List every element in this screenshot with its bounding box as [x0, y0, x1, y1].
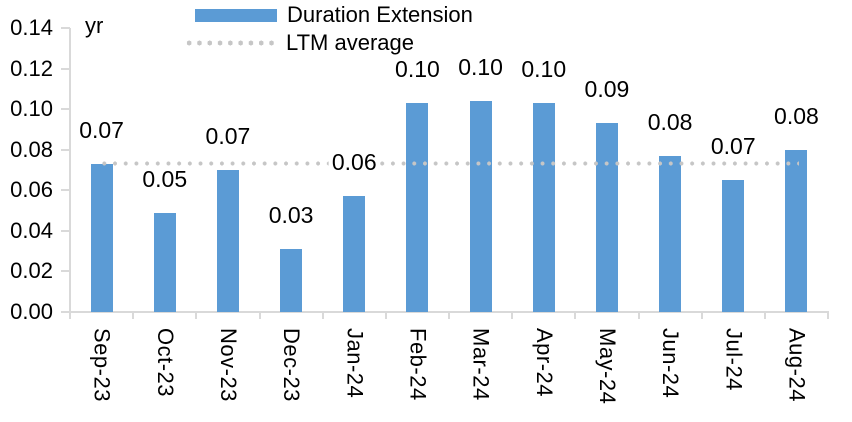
x-axis-tick-mark: [827, 312, 829, 319]
x-axis-label-mar-24: Mar-24: [468, 328, 494, 401]
bar-data-label: 0.08: [771, 104, 822, 128]
x-axis-label-aug-24: Aug-24: [784, 328, 810, 402]
bar-data-label: 0.07: [707, 135, 759, 159]
x-axis-label-jun-24: Jun-24: [658, 328, 684, 399]
bar-data-label: 0.07: [202, 125, 254, 148]
x-axis-label-sep-23: Sep-23: [89, 328, 115, 402]
y-axis-tick-mark: [61, 229, 70, 232]
y-axis-tick-label: 0.04: [10, 217, 53, 243]
x-axis-label-jul-24: Jul-24: [721, 328, 747, 391]
x-axis-tick-mark: [448, 312, 450, 319]
bar-data-label: 0.03: [265, 204, 317, 228]
y-axis-tick-label: 0.06: [10, 177, 53, 203]
bar-data-label: 0.08: [644, 110, 696, 134]
x-axis-tick-mark: [321, 312, 324, 319]
x-axis-tick-mark: [574, 312, 577, 319]
y-axis-tick-label: 0.02: [10, 258, 53, 284]
y-axis-tick-mark: [61, 27, 70, 29]
y-axis-tick-mark: [61, 270, 70, 273]
bar-data-label: 0.10: [518, 58, 570, 82]
bar-dec-23: [280, 249, 303, 312]
y-axis-line: [69, 28, 71, 313]
x-axis-label-jan-24: Jan-24: [342, 328, 368, 399]
bar-data-label: 0.10: [392, 58, 443, 82]
ltm-average-line: [98, 161, 800, 167]
legend-bar-swatch-icon: [195, 8, 277, 22]
bar-jan-24: [343, 196, 366, 312]
x-axis-label-dec-23: Dec-23: [279, 328, 305, 402]
bar-data-label: 0.06: [328, 151, 380, 175]
bar-data-label: 0.07: [76, 118, 127, 142]
bar-mar-24: [469, 101, 492, 312]
legend-label-duration-extension: Duration Extension: [287, 2, 473, 27]
y-axis-tick-mark: [61, 311, 70, 313]
y-axis-tick-label: 0.14: [10, 15, 53, 40]
bar-data-label: 0.10: [455, 56, 506, 80]
legend-label-ltm-average: LTM average: [286, 30, 414, 55]
x-axis-tick-mark: [637, 312, 640, 319]
bar-sep-23: [90, 163, 113, 312]
legend-dotted-line-swatch-icon: [184, 40, 276, 46]
x-axis-label-oct-23: Oct-23: [152, 328, 178, 398]
bar-jun-24: [659, 155, 682, 312]
y-axis-tick-mark: [61, 108, 70, 111]
x-axis-label-apr-24: Apr-24: [531, 328, 557, 398]
y-axis-tick-mark: [61, 189, 70, 192]
x-axis-tick-mark: [700, 312, 703, 319]
bar-oct-23: [153, 212, 176, 312]
x-axis-tick-mark: [511, 312, 514, 319]
y-axis-tick-mark: [61, 148, 70, 151]
legend-item-ltm-average: LTM average: [184, 30, 414, 56]
x-axis-tick-mark: [384, 312, 387, 319]
legend-item-duration-extension: Duration Extension: [195, 2, 473, 28]
x-axis-tick-mark: [258, 312, 261, 319]
x-axis-tick-mark: [132, 312, 135, 319]
bar-feb-24: [406, 103, 429, 312]
y-axis-tick-mark: [61, 67, 70, 70]
bar-jul-24: [722, 180, 745, 312]
y-axis-tick-label: 0.08: [10, 136, 53, 162]
y-axis-unit-label: yr: [85, 13, 104, 38]
bar-may-24: [595, 123, 618, 312]
x-axis-tick-mark: [195, 312, 198, 319]
bar-aug-24: [785, 149, 808, 312]
x-axis-label-may-24: May-24: [594, 328, 620, 405]
y-axis-tick-label: 0.10: [10, 96, 53, 122]
x-axis-tick-mark: [69, 312, 71, 319]
bar-data-label: 0.05: [139, 167, 191, 191]
y-axis-tick-label: 0.12: [10, 55, 53, 81]
y-axis-tick-label: 0.00: [10, 299, 53, 324]
x-axis-label-nov-23: Nov-23: [215, 328, 241, 402]
bar-data-label: 0.09: [581, 78, 633, 102]
x-axis-label-feb-24: Feb-24: [405, 328, 431, 401]
x-axis-tick-mark: [763, 312, 766, 319]
bar-apr-24: [532, 103, 555, 312]
bar-nov-23: [216, 170, 239, 312]
